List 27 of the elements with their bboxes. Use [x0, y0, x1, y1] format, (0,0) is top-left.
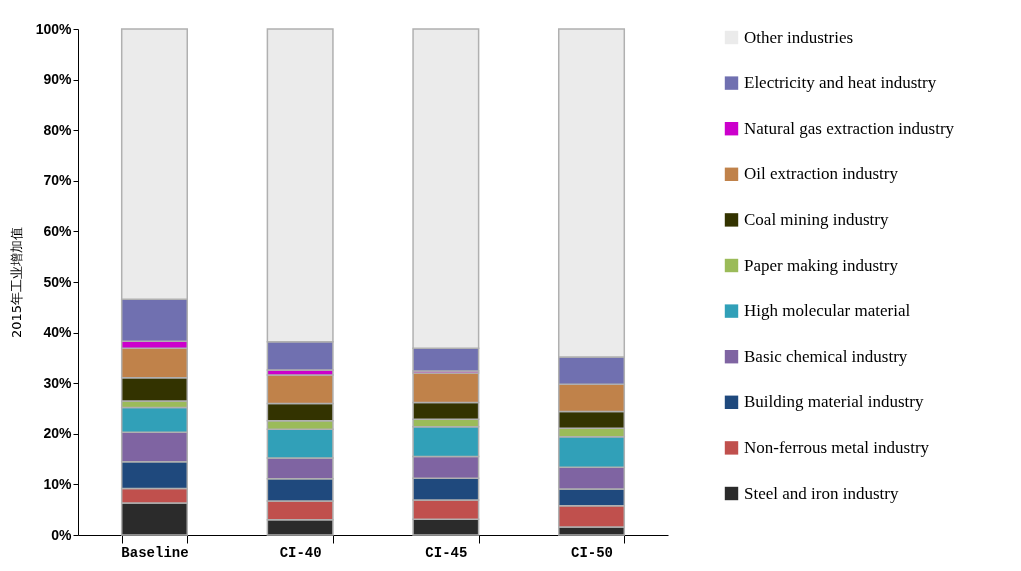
y-tick-label: 40%: [43, 324, 73, 341]
x-tick-label: CI-40: [279, 544, 322, 561]
x-tick-label: CI-45: [425, 544, 468, 561]
legend-label: Coal mining industry: [744, 209, 889, 229]
legend-label: Oil extraction industry: [744, 164, 899, 184]
legend-label: Steel and iron industry: [744, 483, 899, 503]
legend-label: Building material industry: [744, 392, 924, 412]
y-tick-label: 10%: [43, 475, 73, 492]
legend-label: Paper making industry: [744, 255, 899, 275]
y-axis-title: 2015年工业增加值: [8, 226, 24, 339]
legend-label: Other industries: [744, 27, 854, 47]
legend-label: Non-ferrous metal industry: [744, 437, 930, 457]
x-tick-label: CI-50: [571, 544, 614, 561]
y-tick-label: 90%: [43, 71, 73, 88]
y-tick-label: 70%: [43, 172, 73, 189]
y-tick-label: 0%: [51, 526, 73, 543]
y-tick-label: 100%: [35, 20, 73, 37]
y-tick-label: 60%: [43, 222, 73, 239]
y-tick-label: 30%: [43, 374, 73, 391]
y-tick-label: 80%: [43, 121, 73, 138]
y-tick-label: 50%: [43, 273, 73, 290]
x-tick-label: Baseline: [121, 544, 189, 561]
y-tick-label: 20%: [43, 425, 73, 442]
legend-label: High molecular material: [744, 301, 911, 321]
legend-label: Electricity and heat industry: [744, 73, 937, 93]
legend-label: Basic chemical industry: [744, 346, 908, 366]
legend-label: Natural gas extraction industry: [744, 118, 955, 138]
